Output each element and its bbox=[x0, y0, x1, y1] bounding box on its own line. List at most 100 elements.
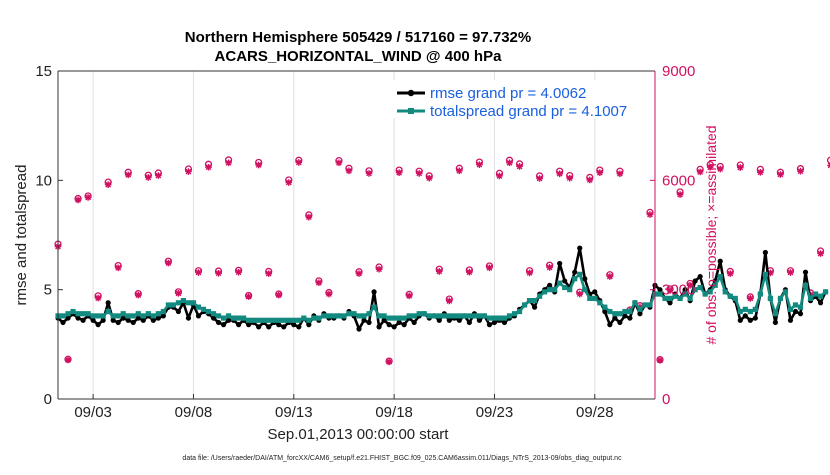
y-axis-left-label: rmse and totalspread bbox=[13, 165, 30, 306]
obs-assimilated-point bbox=[225, 159, 232, 167]
spread-point bbox=[687, 295, 693, 302]
spread-point bbox=[727, 293, 733, 299]
spread-point bbox=[812, 291, 819, 297]
rmse-point bbox=[752, 315, 758, 321]
spread-point bbox=[266, 317, 272, 323]
obs-assimilated-point bbox=[205, 163, 212, 171]
spread-point bbox=[557, 280, 563, 286]
rmse-point bbox=[717, 258, 723, 264]
spread-point bbox=[311, 315, 317, 321]
obs-assimilated-point bbox=[435, 268, 443, 275]
y-left-tick-label: 15 bbox=[35, 63, 52, 80]
spread-point bbox=[195, 304, 202, 310]
rmse-point bbox=[531, 304, 538, 310]
obs-assimilated-point bbox=[706, 163, 714, 171]
spread-point bbox=[822, 289, 829, 295]
obs-assimilated-point bbox=[486, 264, 493, 272]
rmse-point bbox=[637, 311, 643, 317]
obs-assimilated-point bbox=[546, 264, 553, 271]
obs-layer bbox=[54, 156, 830, 366]
obs-assimilated-point bbox=[606, 273, 614, 280]
rmse-point bbox=[266, 324, 272, 330]
spread-point bbox=[155, 311, 161, 317]
spread-point bbox=[692, 287, 698, 293]
spread-point bbox=[296, 317, 302, 323]
y-left-tick-label: 5 bbox=[44, 282, 52, 299]
rmse-point bbox=[682, 287, 688, 293]
spread-point bbox=[461, 313, 467, 319]
x-tick-label: 09/08 bbox=[175, 404, 213, 421]
spread-point bbox=[125, 313, 131, 319]
obs-assimilated-point bbox=[74, 196, 82, 204]
spread-point bbox=[481, 313, 488, 319]
spread-point bbox=[722, 289, 728, 295]
rmse-point bbox=[577, 245, 583, 251]
rmse-point bbox=[401, 322, 407, 328]
spread-point bbox=[376, 313, 382, 319]
rmse-point bbox=[105, 300, 111, 306]
obs-assimilated-point bbox=[305, 213, 313, 221]
obs-assimilated-point bbox=[245, 293, 252, 300]
obs-assimilated-point bbox=[586, 176, 594, 184]
obs-assimilated-point bbox=[596, 169, 604, 176]
spread-point bbox=[316, 315, 322, 321]
obs-assimilated-point bbox=[345, 167, 353, 175]
spread-point bbox=[607, 308, 613, 315]
rmse-point bbox=[612, 315, 618, 321]
obs-assimilated-point bbox=[526, 269, 533, 277]
spread-point bbox=[60, 313, 66, 319]
spread-point bbox=[762, 271, 768, 277]
spread-point bbox=[70, 308, 76, 315]
spread-point bbox=[341, 313, 347, 319]
spread-point bbox=[140, 313, 146, 319]
spread-point bbox=[682, 291, 688, 297]
rmse-point bbox=[446, 317, 452, 323]
spread-point bbox=[627, 308, 633, 315]
rmse-point bbox=[210, 315, 217, 321]
spread-point bbox=[306, 317, 312, 323]
spread-point bbox=[210, 311, 217, 317]
line-layer bbox=[55, 245, 829, 332]
spread-point bbox=[547, 287, 553, 293]
spread-point bbox=[251, 317, 257, 323]
spread-point bbox=[241, 315, 247, 321]
spread-point bbox=[582, 287, 588, 293]
spread-point bbox=[602, 304, 608, 310]
obs-assimilated-point bbox=[767, 269, 774, 277]
rmse-point bbox=[501, 319, 508, 326]
rmse-point bbox=[772, 319, 779, 326]
spread-point bbox=[230, 315, 237, 321]
spread-point bbox=[501, 315, 508, 321]
spread-point bbox=[236, 315, 242, 321]
spread-point bbox=[331, 313, 337, 319]
obs-assimilated-point bbox=[94, 294, 102, 302]
rmse-point bbox=[155, 315, 161, 321]
obs-assimilated-point bbox=[365, 170, 373, 177]
tick-layer: 09/03 09/08 09/13 09/18 09/23 09/28 0 5 10 15 0 300… bbox=[35, 63, 695, 421]
grid-layer bbox=[92, 71, 596, 399]
legend-box bbox=[392, 80, 650, 118]
spread-point bbox=[737, 308, 743, 315]
rmse-point bbox=[120, 315, 126, 321]
rmse-point bbox=[195, 313, 202, 319]
spread-point bbox=[667, 295, 673, 302]
rmse-point bbox=[90, 317, 96, 323]
spread-point bbox=[777, 295, 784, 302]
spread-point bbox=[436, 313, 442, 319]
spread-point bbox=[642, 302, 648, 308]
rmse-point bbox=[100, 317, 106, 323]
obs-assimilated-point bbox=[235, 268, 242, 276]
obs-assimilated-point bbox=[375, 265, 383, 273]
spread-point bbox=[351, 311, 357, 317]
rmse-point bbox=[130, 319, 136, 326]
obs-assimilated-point bbox=[385, 358, 393, 366]
rmse-point bbox=[296, 324, 302, 330]
spread-point bbox=[782, 289, 789, 295]
rmse-point bbox=[281, 324, 287, 330]
spread-point bbox=[200, 306, 207, 312]
obs-assimilated-point bbox=[777, 171, 784, 178]
spread-point bbox=[817, 293, 824, 299]
obs-assimilated-point bbox=[696, 168, 704, 176]
rmse-point bbox=[361, 317, 367, 323]
rmse-point bbox=[802, 269, 809, 275]
